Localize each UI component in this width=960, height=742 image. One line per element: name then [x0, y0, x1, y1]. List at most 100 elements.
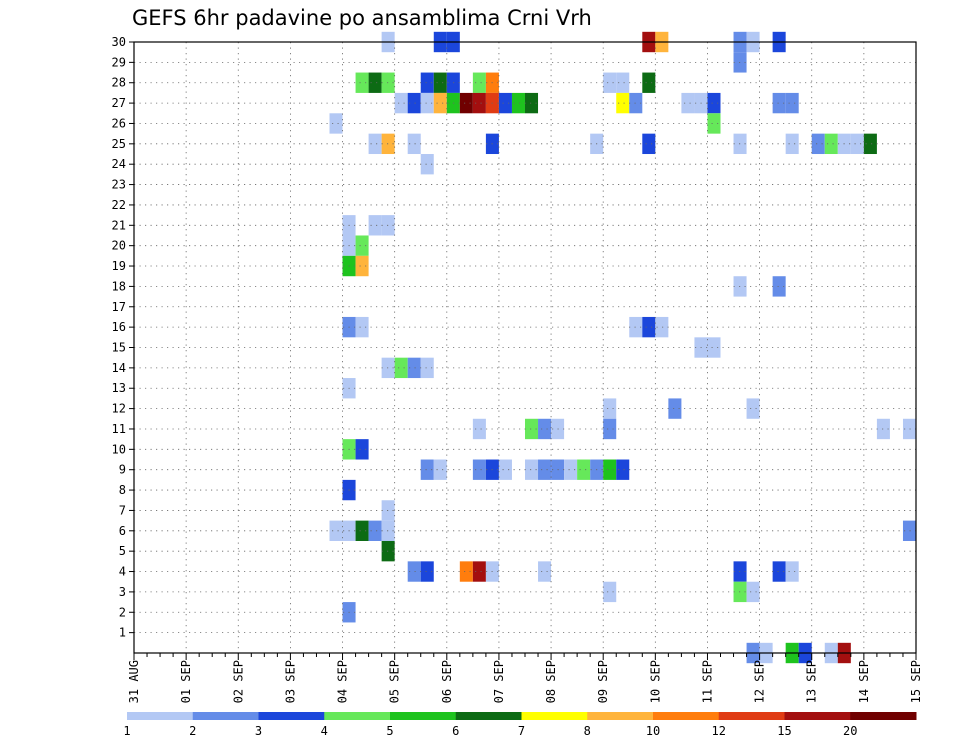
- y-tick-label: 19: [112, 259, 126, 273]
- colorbar-label: 6: [452, 724, 459, 738]
- y-tick-label: 18: [112, 279, 126, 293]
- precip-cell: [577, 459, 591, 480]
- colorbar-label: 15: [777, 724, 791, 738]
- precip-cell: [785, 92, 799, 114]
- precip-cell: [525, 92, 539, 114]
- precip-cell: [368, 133, 382, 155]
- precip-cell: [368, 215, 382, 236]
- y-tick-label: 5: [119, 544, 126, 558]
- precip-cell: [355, 255, 369, 277]
- x-tick-label: 06 SEP: [440, 660, 454, 703]
- colorbar-label: 7: [518, 724, 525, 738]
- x-tick-label: 02 SEP: [231, 660, 245, 703]
- precip-cell: [472, 92, 486, 114]
- y-tick-label: 24: [112, 157, 126, 171]
- y-tick-label: 11: [112, 422, 126, 436]
- colorbar-swatch: [258, 712, 325, 720]
- precip-cell: [420, 459, 434, 480]
- x-tick-label: 13 SEP: [805, 660, 819, 703]
- precip-cell: [394, 92, 408, 114]
- x-tick-label: 03 SEP: [283, 660, 297, 703]
- precip-cell: [642, 316, 656, 338]
- chart-title: GEFS 6hr padavine po ansamblima Crni Vrh: [132, 6, 592, 30]
- precip-cell: [472, 561, 486, 582]
- precip-cell: [902, 418, 916, 440]
- x-tick-label: 14 SEP: [857, 660, 871, 703]
- precip-cell: [629, 316, 643, 338]
- precip-cell: [433, 459, 447, 480]
- precip-cell: [420, 72, 434, 93]
- precip-cell: [525, 459, 539, 480]
- y-tick-label: 20: [112, 239, 126, 253]
- x-axis: 31 AUG 01 SEP 02 SEP 03 SEP 04 SEP 05 SEP 06 S…: [127, 653, 923, 703]
- y-tick-label: 13: [112, 381, 126, 395]
- precip-cell: [772, 92, 786, 114]
- precip-cell: [850, 133, 864, 155]
- precip-cell: [459, 92, 473, 114]
- precip-cell: [368, 72, 382, 93]
- y-tick-label: 29: [112, 55, 126, 69]
- precip-cell: [420, 561, 434, 582]
- y-tick-label: 30: [112, 35, 126, 49]
- precip-cell: [420, 357, 434, 379]
- precip-cell: [824, 133, 838, 155]
- precip-cell: [668, 398, 682, 419]
- y-tick-label: 4: [119, 565, 126, 579]
- y-tick-label: 15: [112, 341, 126, 355]
- precip-cell: [472, 418, 486, 440]
- x-tick-label: 08 SEP: [544, 660, 558, 703]
- y-tick-label: 16: [112, 320, 126, 334]
- precip-cell: [433, 92, 447, 114]
- precip-cell: [355, 235, 369, 256]
- colorbar-label: 3: [255, 724, 262, 738]
- precip-cell: [538, 418, 552, 440]
- colorbar-legend: 1 2 3 4 5 6 7 8 10 12 15 20: [123, 712, 917, 738]
- precip-cell: [603, 72, 617, 93]
- x-tick-label: 05 SEP: [388, 660, 402, 703]
- x-tick-label: 31 AUG: [127, 660, 141, 703]
- precip-cell: [642, 133, 656, 155]
- x-tick-label: 11 SEP: [700, 660, 714, 703]
- x-tick-label: 10 SEP: [648, 660, 662, 703]
- precip-cell: [329, 113, 343, 134]
- x-tick-label: 07 SEP: [492, 660, 506, 703]
- x-tick-label: 04 SEP: [336, 660, 350, 703]
- precip-cell: [707, 113, 721, 134]
- precip-cell: [355, 520, 369, 541]
- colorbar-label: 5: [386, 724, 393, 738]
- precip-cell: [511, 92, 525, 114]
- y-tick-label: 22: [112, 198, 126, 212]
- precip-cell: [407, 561, 421, 582]
- precip-cell: [355, 316, 369, 338]
- precip-cell: [681, 92, 695, 114]
- precip-cell: [655, 316, 669, 338]
- precip-cell: [746, 581, 760, 603]
- y-tick-label: 28: [112, 76, 126, 90]
- precip-cell: [459, 561, 473, 582]
- y-tick-label: 17: [112, 300, 126, 314]
- x-tick-label: 09 SEP: [596, 660, 610, 703]
- y-tick-label: 23: [112, 178, 126, 192]
- precip-cell: [746, 398, 760, 419]
- precip-cell: [772, 561, 786, 582]
- y-tick-label: 10: [112, 442, 126, 456]
- precip-cell: [420, 92, 434, 114]
- colorbar-label: 8: [584, 724, 591, 738]
- precip-cell: [420, 154, 434, 175]
- y-tick-label: 9: [119, 463, 126, 477]
- precip-cell: [538, 459, 552, 480]
- precip-cell: [355, 72, 369, 93]
- colorbar-swatch: [192, 712, 259, 720]
- x-tick-label: 01 SEP: [179, 660, 193, 703]
- colorbar-swatch: [127, 712, 194, 720]
- precip-cell: [642, 72, 656, 93]
- y-tick-label: 26: [112, 116, 126, 130]
- precip-cell: [603, 581, 617, 603]
- precip-cell: [603, 418, 617, 440]
- precip-cell: [498, 92, 512, 114]
- y-tick-label: 2: [119, 605, 126, 619]
- precip-cell: [785, 561, 799, 582]
- colorbar-label: 1: [123, 724, 130, 738]
- precip-cell: [394, 357, 408, 379]
